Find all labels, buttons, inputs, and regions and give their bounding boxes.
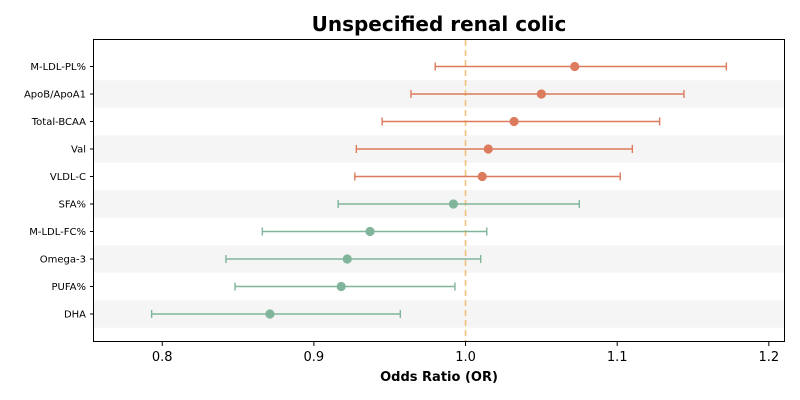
x-axis: 0.8 0.9 1.0 1.1 1.2	[152, 341, 779, 365]
point-estimate	[336, 281, 346, 292]
x-tick-label: 0.9	[304, 350, 325, 365]
point-estimate	[265, 309, 275, 319]
point-estimate	[536, 89, 546, 99]
chart-title: Unspecified renal colic	[312, 12, 567, 36]
x-axis-label: Odds Ratio (OR)	[380, 370, 498, 385]
point-estimate	[342, 254, 352, 264]
x-tick-label: 0.8	[152, 350, 173, 365]
y-tick-label: VLDL-C	[50, 172, 86, 183]
point-estimate	[483, 144, 493, 154]
y-axis: M-LDL-PL% ApoB/ApoA1 Total-BCAA Val VLDL-C SF…	[24, 62, 94, 321]
y-tick-label: Total-BCAA	[31, 117, 86, 128]
y-tick-label: Omega-3	[40, 255, 86, 266]
x-tick-label: 1.0	[455, 350, 476, 365]
y-tick-label: Val	[71, 145, 86, 156]
estimate-rows	[150, 61, 728, 319]
y-tick-label: PUFA%	[51, 282, 86, 293]
point-estimate	[477, 171, 487, 182]
x-tick-label: 1.2	[758, 350, 779, 365]
point-estimate	[448, 199, 459, 209]
plot-frame	[93, 39, 785, 342]
point-estimate	[509, 116, 519, 127]
x-tick-label: 1.1	[607, 350, 628, 365]
y-tick-label: ApoB/ApoA1	[24, 90, 86, 101]
y-tick-label: M-LDL-FC%	[29, 227, 86, 238]
point-estimate	[570, 61, 580, 72]
y-tick-label: DHA	[64, 310, 86, 321]
point-estimate	[365, 226, 375, 237]
y-tick-label: SFA%	[58, 200, 86, 211]
y-tick-label: M-LDL-PL%	[30, 62, 86, 73]
